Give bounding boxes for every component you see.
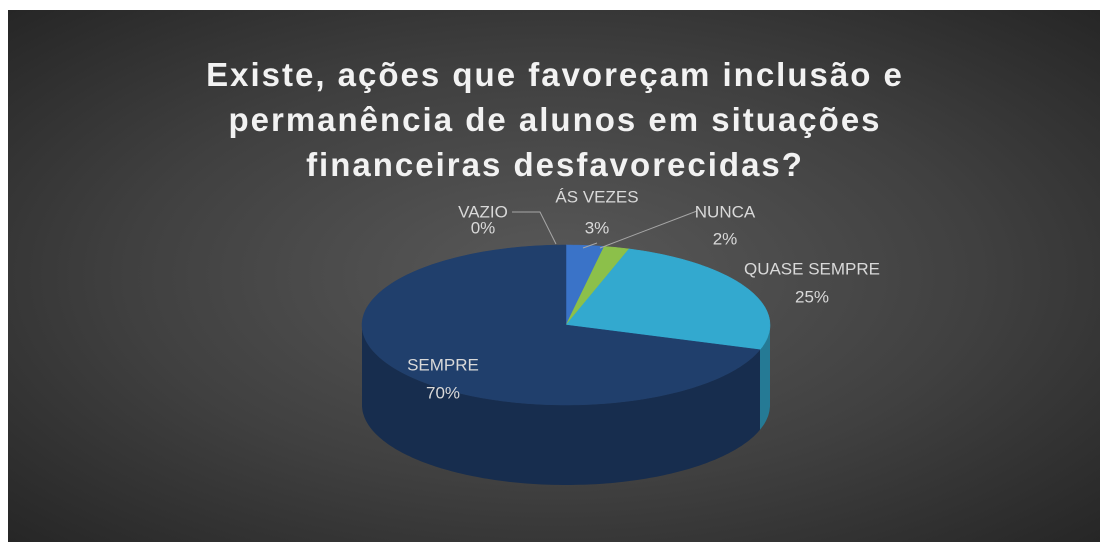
slice	[565, 246, 630, 326]
slice-category-label: ÁS VEZES	[555, 187, 638, 206]
slice	[565, 248, 771, 350]
slice-category-label: SEMPRE	[407, 355, 479, 374]
slice-value-label: 2%	[713, 229, 738, 248]
slice-value-label: 3%	[585, 218, 610, 237]
slice-value-label: 25%	[795, 287, 829, 306]
slice-category-label: VAZIO	[458, 202, 508, 221]
leader-line	[599, 210, 698, 249]
slice-side	[760, 325, 770, 430]
slice	[361, 244, 761, 406]
leader-line	[582, 242, 598, 249]
slice-value-label: 70%	[426, 383, 460, 402]
leader-line	[512, 211, 557, 245]
chart-title: Existe, ações que favoreçam inclusão e p…	[206, 56, 904, 183]
slice-value-label: 0%	[471, 218, 496, 237]
slice-category-label: NUNCA	[695, 202, 756, 221]
slice-category-label: QUASE SEMPRE	[744, 259, 880, 278]
